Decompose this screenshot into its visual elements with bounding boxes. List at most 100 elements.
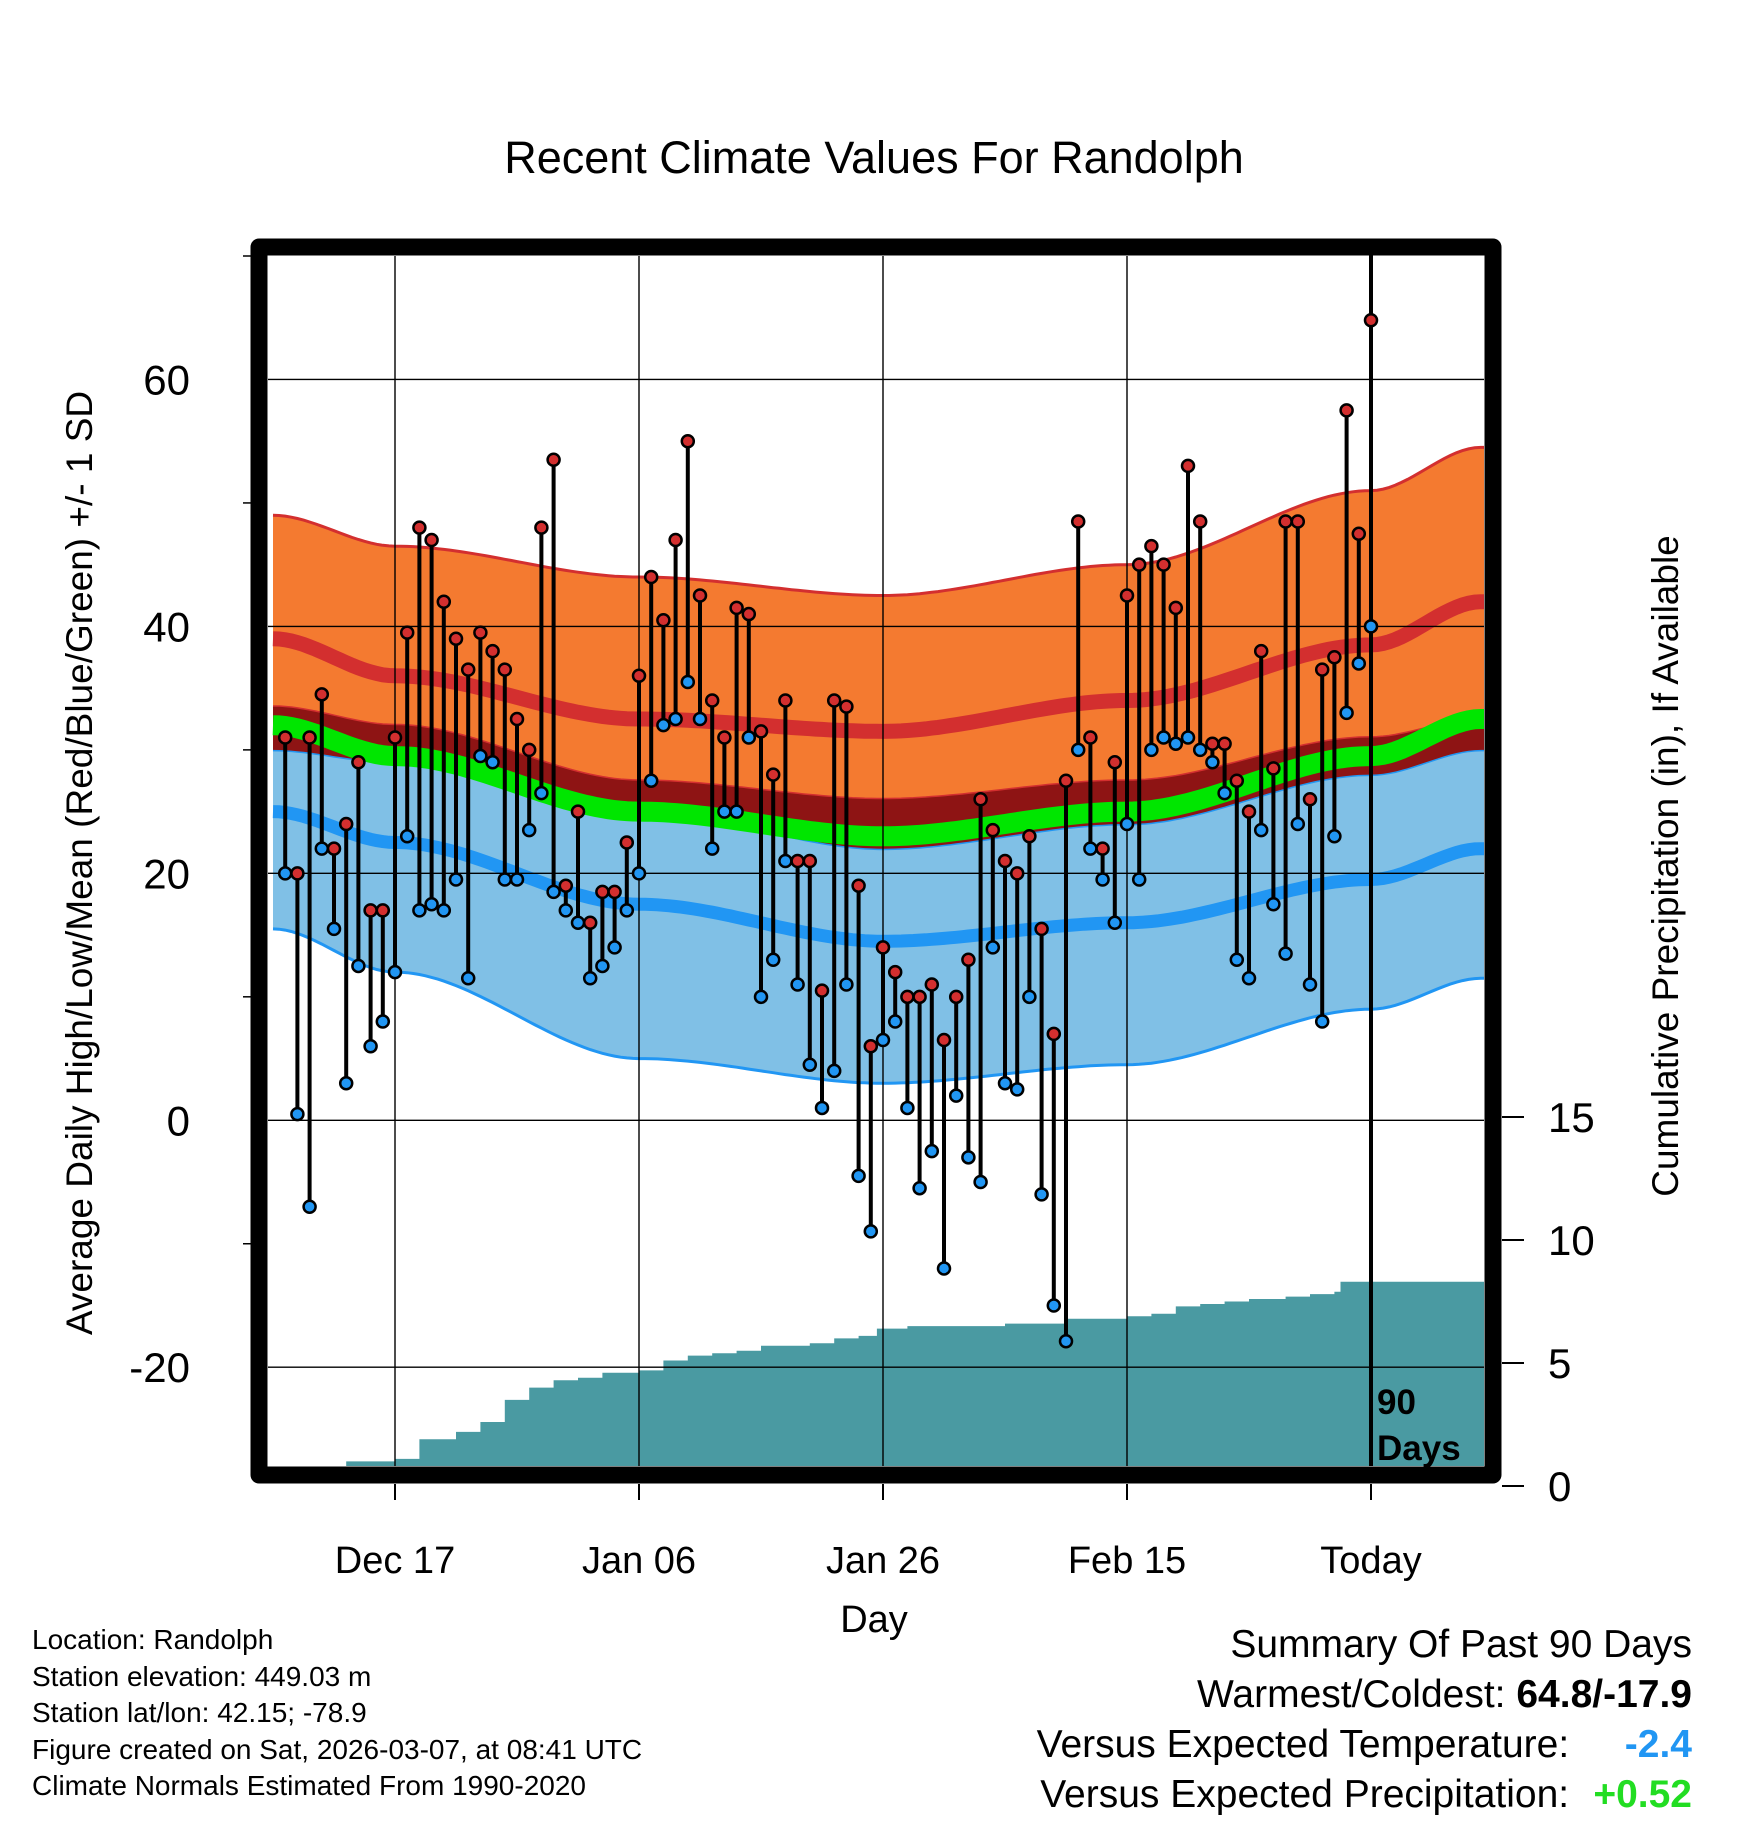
daily-high-point: [1339, 403, 1354, 418]
daily-high-point: [936, 1032, 952, 1048]
precipitation-area: [346, 1281, 1484, 1466]
daily-low-point: [656, 717, 671, 733]
daily-low-point: [1241, 971, 1257, 986]
daily-low-point: [290, 1106, 305, 1122]
daily-high-point: [1351, 526, 1367, 542]
warmest-row: Warmest/Coldest: 64.8/-17.9: [1037, 1670, 1692, 1720]
daily-low-point: [851, 1168, 866, 1184]
summary-heading: Summary Of Past 90 Days: [1230, 1623, 1692, 1666]
daily-high-point: [1314, 662, 1330, 677]
daily-high-point: [900, 989, 915, 1005]
daily-low-point: [1058, 1334, 1074, 1349]
daily-high-point: [1156, 557, 1171, 572]
daily-high-point: [875, 940, 891, 955]
normals-text: Climate Normals Estimated From 1990-2020: [32, 1770, 586, 1801]
daily-low-point: [1278, 946, 1293, 961]
daily-low-point: [1339, 705, 1354, 721]
temp-row: Versus Expected Temperature: -2.4: [1037, 1720, 1692, 1770]
daily-high-point: [985, 822, 1001, 838]
daily-low-point: [546, 884, 561, 900]
daily-low-point: [1168, 736, 1184, 751]
y2-axis-label: Cumulative Precipitation (in), If Availa…: [1645, 535, 1686, 1197]
daily-low-point: [1119, 816, 1135, 832]
daily-high-point: [521, 742, 537, 758]
daily-high-point: [729, 600, 744, 616]
daily-low-point: [436, 903, 452, 918]
created-text: Figure created on Sat, 2026-03-07, at 08…: [32, 1733, 643, 1765]
x-tick-label: Jan 06: [582, 1540, 696, 1582]
daily-high-point: [802, 853, 818, 869]
daily-low-point: [924, 1143, 940, 1159]
y2-tick-label: 0: [1548, 1463, 1571, 1510]
daily-low-point: [631, 866, 647, 881]
x-tick-label: Jan 26: [826, 1540, 940, 1582]
daily-high-point: [1217, 736, 1232, 751]
daily-low-point: [936, 1261, 952, 1276]
daily-low-point: [985, 940, 1001, 955]
daily-high-point: [643, 569, 659, 585]
daily-low-point: [900, 1100, 915, 1116]
daily-low-point: [875, 1032, 891, 1048]
y2-tick-label: 5: [1548, 1340, 1571, 1387]
daily-low-point: [570, 915, 586, 930]
elevation-text: Station elevation: 449.03 m: [32, 1660, 372, 1692]
daily-high-point: [704, 693, 720, 708]
daily-high-point: [631, 668, 647, 684]
daily-low-point: [338, 1075, 354, 1091]
daily-low-point: [1327, 829, 1342, 844]
station-info: Location: Randolph Station elevation: 44…: [32, 1622, 642, 1805]
daily-low-point: [778, 853, 793, 869]
daily-low-point: [863, 1224, 879, 1239]
daily-high-point: [997, 853, 1013, 869]
daily-low-point: [643, 773, 659, 788]
high-sd-band-upper-edge: [272, 445, 1484, 597]
daily-high-point: [1363, 312, 1379, 328]
daily-high-point: [1058, 773, 1074, 788]
daily-high-point: [814, 983, 830, 998]
daily-low-point: [1144, 742, 1159, 758]
daily-high-point: [485, 643, 500, 659]
daily-high-point: [558, 878, 574, 893]
daily-high-point: [473, 625, 488, 640]
daily-high-point: [1119, 588, 1135, 603]
daily-high-point: [692, 588, 708, 603]
daily-low-point: [839, 977, 854, 992]
daily-high-point: [351, 754, 366, 770]
daily-low-point: [1302, 977, 1318, 992]
daily-low-point: [668, 711, 683, 727]
daily-high-point: [1229, 773, 1245, 788]
daily-high-point: [363, 903, 378, 918]
daily-high-point: [741, 606, 757, 622]
daily-low-point: [497, 872, 513, 887]
daily-high-point: [338, 816, 354, 832]
daily-low-point: [741, 730, 757, 745]
daily-high-point: [497, 662, 513, 677]
daily-low-point: [1095, 872, 1110, 887]
daily-low-point: [826, 1063, 842, 1079]
daily-high-point: [375, 903, 391, 918]
temp-value: -2.4: [1624, 1723, 1692, 1766]
daily-high-point: [790, 853, 805, 869]
daily-high-point: [290, 866, 305, 881]
y-tick-label: -20: [129, 1344, 190, 1391]
daily-high-point: [1192, 514, 1208, 529]
daily-low-point: [595, 958, 610, 974]
daily-high-point: [1180, 458, 1196, 474]
x-tick-label: Today: [1320, 1540, 1421, 1582]
daily-high-point: [851, 878, 866, 893]
daily-high-point: [1046, 1026, 1062, 1042]
daily-low-point: [509, 872, 525, 887]
plot-area: [268, 256, 1484, 1466]
daily-high-point: [948, 989, 964, 1005]
daily-low-point: [753, 989, 769, 1005]
summary-panel: Summary Of Past 90 Days Warmest/Coldest:…: [1037, 1620, 1692, 1820]
daily-low-point: [790, 977, 805, 992]
daily-high-point: [765, 767, 781, 782]
daily-low-point: [363, 1038, 378, 1054]
daily-low-point: [1156, 730, 1171, 745]
daily-high-point: [546, 452, 561, 467]
y-tick-label: 0: [167, 1097, 190, 1144]
daily-high-point: [1205, 736, 1220, 751]
y2-tick-label: 15: [1548, 1094, 1595, 1141]
